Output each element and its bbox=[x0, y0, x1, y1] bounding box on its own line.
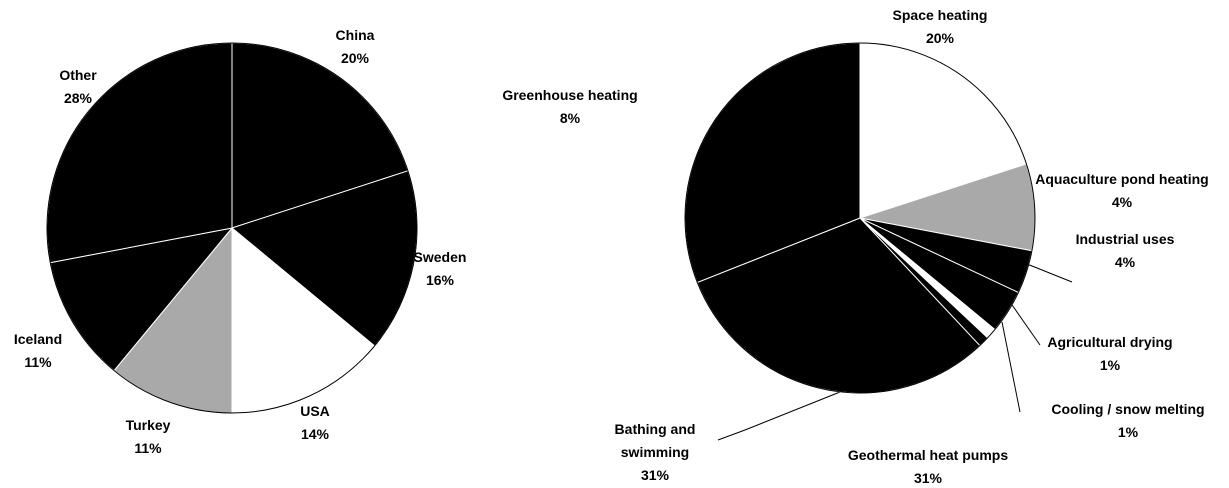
value-label: 11% bbox=[134, 440, 162, 456]
slice-label: Agricultural drying 1% bbox=[1030, 331, 1190, 377]
value-label: 11% bbox=[24, 354, 52, 370]
category-label: Aquaculture pond heating bbox=[1035, 171, 1209, 187]
category-label: USA bbox=[300, 403, 330, 419]
slice-label: China 20% bbox=[315, 24, 395, 70]
category-label: Sweden bbox=[413, 249, 467, 265]
slice-label: Space heating 20% bbox=[860, 4, 1020, 50]
category-label: Agricultural drying bbox=[1047, 334, 1173, 350]
value-label: 1% bbox=[1117, 424, 1139, 440]
pie-outline bbox=[684, 42, 1036, 394]
slice-label: Other 28% bbox=[38, 64, 118, 110]
category-label: Greenhouse heating bbox=[502, 87, 638, 103]
leader-line bbox=[1001, 321, 1021, 413]
value-label: 20% bbox=[925, 30, 955, 46]
slice-label: Greenhouse heating 8% bbox=[470, 84, 670, 130]
leader-line bbox=[1021, 261, 1073, 283]
value-label: 14% bbox=[300, 426, 330, 442]
slice-label: Sweden 16% bbox=[400, 246, 480, 292]
slice-label: Iceland 11% bbox=[0, 328, 78, 374]
slice-label: Geothermal heat pumps 31% bbox=[818, 444, 1038, 488]
category-label: Bathing and swimming bbox=[614, 421, 696, 460]
category-label: Cooling / snow melting bbox=[1051, 401, 1205, 417]
value-label: 28% bbox=[63, 90, 93, 106]
leader-line bbox=[1009, 301, 1041, 346]
slice-label: USA 14% bbox=[275, 400, 355, 446]
slice-label: Industrial uses 4% bbox=[1050, 228, 1200, 274]
leader-line bbox=[717, 391, 841, 441]
category-label: Other bbox=[59, 67, 97, 83]
value-label: 8% bbox=[559, 110, 581, 126]
category-label: Iceland bbox=[13, 331, 63, 347]
value-label: 4% bbox=[1111, 194, 1133, 210]
category-label: China bbox=[335, 27, 375, 43]
category-label: Industrial uses bbox=[1075, 231, 1175, 247]
category-label: Geothermal heat pumps bbox=[847, 447, 1009, 463]
category-label: Turkey bbox=[125, 417, 171, 433]
value-label: 31% bbox=[913, 470, 943, 486]
leader-lines bbox=[717, 261, 1073, 441]
value-label: 20% bbox=[340, 50, 370, 66]
category-label: Space heating bbox=[892, 7, 988, 23]
value-label: 1% bbox=[1099, 357, 1121, 373]
value-label: 4% bbox=[1114, 254, 1136, 270]
pie-outline bbox=[46, 42, 418, 414]
slice-label: Cooling / snow melting 1% bbox=[1038, 398, 1218, 444]
slice-label: Bathing and swimming 31% bbox=[590, 418, 720, 487]
value-label: 31% bbox=[640, 467, 670, 483]
slice-label: Turkey 11% bbox=[108, 414, 188, 460]
slice-label: Aquaculture pond heating 4% bbox=[1022, 168, 1222, 214]
value-label: 16% bbox=[425, 272, 455, 288]
